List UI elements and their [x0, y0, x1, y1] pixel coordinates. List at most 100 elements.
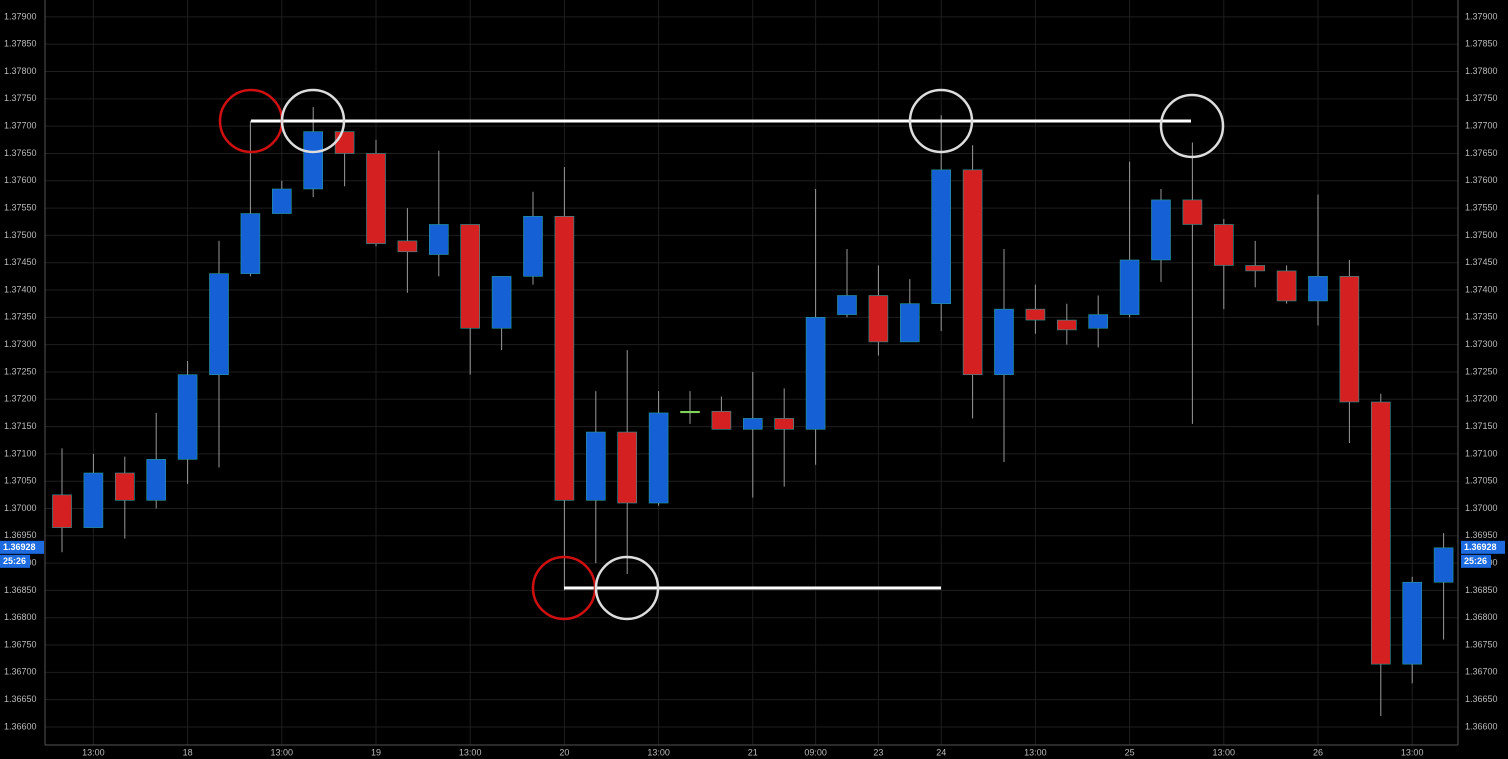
y-tick-label: 1.37050	[4, 476, 37, 486]
candle-body	[774, 418, 795, 430]
x-tick-label: 09:00	[804, 747, 827, 757]
countdown-label: 25:26	[3, 556, 26, 566]
highlight-circle	[908, 88, 974, 154]
x-tick-label: 26	[1313, 747, 1323, 757]
y-tick-label: 1.36650	[1465, 694, 1498, 704]
candle-body	[303, 131, 324, 190]
candle-body	[52, 494, 72, 528]
y-tick-label: 1.37700	[1465, 121, 1498, 131]
candle-body	[805, 317, 826, 430]
y-tick-label: 1.37000	[1465, 503, 1498, 513]
annotations	[218, 88, 1225, 621]
candle-body	[711, 410, 732, 430]
candle-body	[742, 418, 763, 430]
candle-body	[1245, 265, 1265, 272]
candle-body	[680, 410, 700, 414]
y-tick-label: 1.37700	[4, 121, 37, 131]
y-tick-label: 1.37100	[4, 448, 37, 458]
x-tick-label: 20	[559, 747, 569, 757]
y-tick-label: 1.37600	[4, 175, 37, 185]
y-tick-label: 1.37800	[1465, 66, 1498, 76]
candle-body	[1308, 276, 1328, 302]
y-tick-label: 1.36800	[4, 612, 37, 622]
candle-body	[837, 295, 857, 315]
y-tick-label: 1.37750	[4, 93, 37, 103]
candles	[52, 107, 1454, 717]
y-tick-label: 1.37100	[1465, 448, 1498, 458]
candle-body	[491, 276, 512, 329]
y-tick-label: 1.36700	[4, 667, 37, 677]
y-tick-label: 1.37250	[1465, 366, 1498, 376]
candle-body	[1339, 276, 1360, 403]
candle-body	[1402, 581, 1422, 665]
y-tick-label: 1.37200	[4, 394, 37, 404]
candle-body	[240, 213, 261, 274]
y-tick-label: 1.37650	[4, 148, 37, 158]
candle-body	[428, 224, 449, 255]
y-tick-label: 1.37850	[1465, 39, 1498, 49]
last-price-label: 1.36928	[3, 542, 36, 552]
y-tick-label: 1.37550	[1465, 202, 1498, 212]
y-tick-label: 1.37150	[4, 421, 37, 431]
highlight-circle	[1159, 93, 1225, 159]
x-tick-label: 13:00	[459, 747, 482, 757]
candle-body	[554, 215, 575, 501]
x-tick-label: 13:00	[1213, 747, 1236, 757]
y-tick-label: 1.36950	[4, 530, 37, 540]
candle-body	[271, 188, 292, 214]
last-price-badge	[1461, 540, 1505, 554]
candle-body	[177, 374, 198, 460]
candle-body	[523, 215, 543, 277]
y-tick-label: 1.37200	[1465, 394, 1498, 404]
y-tick-label: 1.37400	[4, 284, 37, 294]
candle-body	[1057, 319, 1077, 331]
x-tick-label: 18	[183, 747, 193, 757]
y-tick-label: 1.37350	[4, 312, 37, 322]
y-tick-label: 1.37350	[1465, 312, 1498, 322]
countdown-badge	[1461, 554, 1491, 568]
y-tick-label: 1.37750	[1465, 93, 1498, 103]
candle-body	[1119, 259, 1140, 315]
y-tick-label: 1.37500	[1465, 230, 1498, 240]
candle-body	[1151, 199, 1171, 261]
y-tick-label: 1.37650	[1465, 148, 1498, 158]
y-tick-label: 1.36700	[1465, 667, 1498, 677]
y-tick-label: 1.37450	[4, 257, 37, 267]
x-tick-label: 13:00	[271, 747, 294, 757]
y-tick-label: 1.36950	[1465, 530, 1498, 540]
x-tick-label: 21	[748, 747, 758, 757]
countdown-badge	[0, 554, 30, 568]
x-tick-label: 23	[873, 747, 883, 757]
highlight-circle	[594, 555, 660, 621]
candle-body	[648, 412, 669, 504]
candle-body	[397, 240, 418, 253]
y-tick-label: 1.36750	[4, 639, 37, 649]
y-tick-label: 1.37150	[1465, 421, 1498, 431]
candle-body	[146, 459, 166, 501]
candle-body	[1088, 314, 1108, 329]
candle-body	[334, 131, 355, 154]
y-tick-label: 1.36800	[1465, 612, 1498, 622]
y-tick-label: 1.36600	[4, 721, 37, 731]
y-tick-label: 1.37500	[4, 230, 37, 240]
candle-body	[931, 169, 952, 304]
y-tick-label: 1.36650	[4, 694, 37, 704]
y-tick-label: 1.37250	[4, 366, 37, 376]
y-tick-label: 1.37450	[1465, 257, 1498, 267]
x-tick-label: 24	[936, 747, 946, 757]
x-tick-label: 13:00	[1401, 747, 1424, 757]
y-tick-label: 1.37850	[4, 39, 37, 49]
highlight-circle	[280, 88, 346, 154]
grid	[45, 0, 1458, 745]
y-tick-label: 1.37600	[1465, 175, 1498, 185]
y-tick-label: 1.37300	[4, 339, 37, 349]
y-tick-label: 1.37300	[1465, 339, 1498, 349]
x-tick-label: 19	[371, 747, 381, 757]
y-tick-label: 1.37800	[4, 66, 37, 76]
candle-body	[585, 431, 606, 501]
candle-body	[115, 472, 135, 501]
y-tick-label: 1.37900	[1465, 11, 1498, 21]
